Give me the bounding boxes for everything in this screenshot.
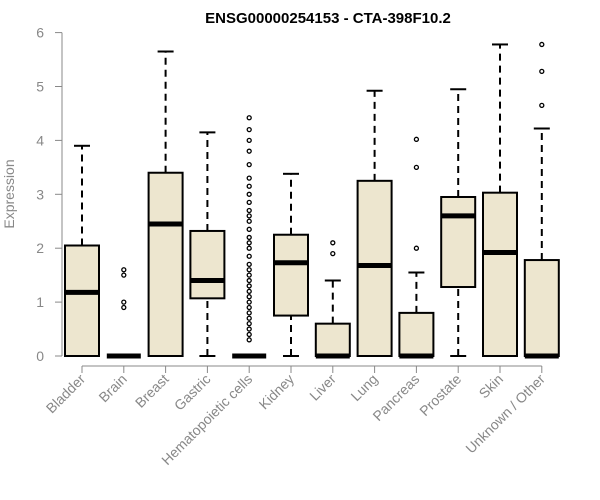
- y-tick-label: 0: [36, 348, 44, 364]
- y-tick-label: 5: [36, 79, 44, 95]
- outlier-point: [246, 304, 252, 311]
- y-axis: 0 1 2 3 4 5 6: [36, 25, 63, 364]
- outlier-point: [330, 250, 336, 257]
- outlier-point: [246, 191, 252, 197]
- plot-area: [64, 41, 560, 359]
- outlier-point: [246, 183, 252, 189]
- box-gastric: [189, 131, 226, 357]
- outlier-point: [539, 68, 545, 75]
- box-skin: [482, 43, 518, 357]
- outlier-point: [246, 245, 252, 251]
- box-body: [398, 311, 435, 358]
- box-body: [147, 171, 184, 357]
- x-tick-label: Kidney: [256, 371, 298, 413]
- outlier-point: [330, 240, 336, 246]
- x-tick-label: Breast: [132, 371, 172, 411]
- y-axis-title: Expression: [1, 159, 17, 228]
- box-pancreas: [398, 136, 435, 359]
- box-lung: [356, 89, 393, 357]
- outlier-point: [246, 283, 252, 289]
- x-tick-label: Bladder: [43, 371, 89, 417]
- box-body: [523, 259, 560, 358]
- box-kidney: [273, 172, 309, 357]
- outlier-point: [246, 337, 252, 343]
- box-body: [482, 191, 518, 357]
- outlier-point: [246, 234, 252, 241]
- box-hematopoietic-cells: [232, 115, 267, 359]
- box-body: [440, 195, 477, 289]
- outlier-point: [246, 272, 252, 278]
- x-tick-label: Unknown / Other: [462, 371, 548, 457]
- outlier-point: [246, 162, 252, 168]
- box-body: [273, 233, 309, 317]
- outlier-point: [246, 226, 252, 232]
- box-brain: [106, 267, 141, 359]
- outlier-point: [246, 331, 252, 338]
- y-tick-label: 3: [36, 186, 44, 202]
- outlier-point: [246, 115, 252, 121]
- outlier-point: [246, 294, 252, 300]
- x-tick-label: Skin: [476, 371, 507, 402]
- outlier-point: [246, 137, 252, 144]
- outlier-point: [246, 310, 252, 316]
- box-body: [356, 179, 393, 357]
- outlier-point: [246, 199, 252, 206]
- outlier-point: [246, 277, 252, 284]
- outlier-point: [246, 207, 252, 214]
- box-body: [189, 229, 226, 300]
- outlier-point: [539, 41, 545, 48]
- outlier-point: [413, 164, 420, 171]
- box-body: [314, 322, 351, 358]
- outlier-point: [246, 213, 252, 219]
- y-tick-label: 6: [36, 25, 44, 41]
- outlier-point: [246, 315, 252, 321]
- outlier-point: [246, 148, 252, 154]
- outlier-point: [121, 272, 127, 278]
- chart-title: ENSG00000254153 - CTA-398F10.2: [205, 10, 451, 27]
- outlier-point: [539, 102, 545, 109]
- y-tick-label: 2: [36, 240, 44, 256]
- outlier-point: [246, 175, 252, 181]
- outlier-point: [246, 253, 252, 259]
- outlier-point: [246, 299, 252, 305]
- outlier-point: [246, 288, 252, 294]
- outlier-point: [246, 261, 252, 268]
- box-breast: [147, 50, 184, 357]
- outlier-point: [246, 218, 252, 224]
- box-bladder: [64, 144, 100, 358]
- outlier-point: [246, 240, 252, 246]
- x-tick-label: Liver: [306, 371, 339, 404]
- outlier-point: [121, 299, 127, 305]
- y-tick-label: 1: [36, 294, 44, 310]
- outlier-point: [246, 321, 252, 327]
- x-tick-label: Prostate: [416, 371, 464, 419]
- x-tick-label: Brain: [95, 371, 129, 405]
- outlier-point: [121, 267, 127, 273]
- outlier-point: [246, 326, 252, 332]
- outlier-point: [121, 304, 127, 311]
- box-unknown-other: [523, 41, 560, 359]
- y-tick-label: 4: [36, 132, 44, 148]
- outlier-point: [246, 126, 252, 133]
- box-liver: [314, 240, 351, 359]
- outlier-point: [413, 245, 420, 251]
- outlier-point: [413, 136, 420, 142]
- x-tick-label: Lung: [347, 371, 380, 404]
- box-body: [64, 244, 100, 358]
- box-prostate: [440, 88, 477, 357]
- outlier-point: [246, 267, 252, 273]
